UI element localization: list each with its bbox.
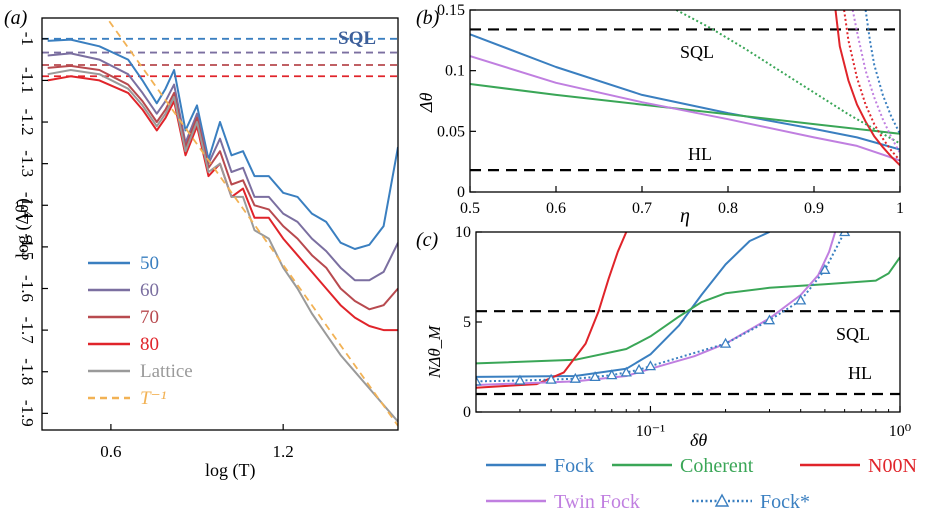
panel-c-series-fock: [476, 232, 770, 378]
panel-c-fockstar-marker: [633, 363, 645, 374]
panel-c-fockstar-marker: [514, 374, 526, 385]
panel-a-axes: 0.6 1.2 -1 -1.1 -1.2 -1.3 -1.4 -1.5 -1.6 -1.7 -1.8…: [18, 17, 399, 461]
panel-c-axes: 10⁻¹ 10⁰ 0 5 10: [455, 224, 911, 440]
panel-a-legend-label: Lattice: [140, 361, 193, 382]
panel-b-ytick-label: 0.1: [445, 63, 465, 80]
panel-c-fockstar-marker: [620, 366, 632, 377]
panel-c-fockstar-marker: [545, 373, 557, 384]
panel-a-xtick-label: 0.6: [100, 442, 121, 461]
panel-a-ytick-label: -1.4: [18, 192, 37, 219]
panel-c-fockstar-marker: [795, 294, 807, 305]
panel-a-frame: [41, 17, 399, 431]
panel-a-ytick-label: -1.6: [18, 275, 37, 302]
panel-a-legend-label: 80: [140, 334, 159, 355]
panel-b-sql-label: SQL: [680, 42, 714, 62]
bottom-legend-label: Fock: [554, 455, 594, 477]
panel-b-xlabel: η: [680, 205, 690, 227]
panel-b-series-n00n-dotted-: [843, 10, 900, 162]
panel-a-ytick-label: -1.1: [18, 67, 37, 94]
panel-b: 0.5 0.6 0.7 0.8 0.9 1 0 0.05 0.1 0.15 SQL HL η Δθ: [416, 2, 904, 227]
panel-a-legend: 50 60 70 80 Lattice T⁻¹: [88, 253, 193, 409]
panel-a-ytick-label: -1.7: [18, 317, 37, 344]
panel-a-legend-label: 70: [140, 307, 159, 328]
panel-c-series-fock-: [476, 232, 846, 383]
panel-a-ylabel: log (Δθ̄): [12, 198, 33, 258]
panel-b-xtick-label: 0.9: [804, 200, 824, 217]
panel-c-fockstar-marker: [606, 369, 618, 380]
panel-a-ytick-label: -1.2: [18, 109, 37, 136]
panel-b-series-n00n: [834, 10, 900, 167]
panel-c-frame: [475, 231, 901, 413]
panel-b-xtick-label: 1: [896, 200, 904, 217]
panel-a-legend-label: 50: [140, 253, 159, 274]
panel-a-ytick-label: -1.5: [18, 233, 37, 260]
bottom-legend-label: N00N: [868, 455, 917, 477]
panel-b-hl-label: HL: [688, 144, 712, 164]
panel-b-ytick-label: 0.15: [437, 2, 465, 19]
panel-b-series-coherent: [470, 83, 900, 135]
panel-c: 10⁻¹ 10⁰ 0 5 10 SQL HL δθ NΔθ_M: [425, 224, 911, 450]
panel-a-series-70: [47, 64, 398, 311]
panel-c-fockstar-marker: [763, 314, 776, 325]
panel-c-plot-area: [476, 232, 900, 396]
panel-c-series-n00n: [476, 232, 628, 389]
panel-a-legend-label: T⁻¹: [140, 388, 167, 409]
panel-a-ytick-label: -1.8: [18, 358, 37, 385]
bottom-legend-label: Twin Fock: [554, 491, 640, 513]
panel-b-series-twin-fock-dotted-: [851, 10, 900, 154]
panel-c-xlabel: δθ: [690, 430, 707, 450]
panel-c-fockstar-marker: [719, 337, 732, 348]
panel-c-fockstar-marker: [644, 360, 657, 371]
bottom-legend-marker: [714, 493, 730, 507]
panel-a-label: (a): [4, 7, 28, 29]
panel-c-fockstar-marker: [589, 371, 601, 382]
panel-c-ylabel: NΔθ_M: [425, 325, 444, 379]
panel-b-xtick-label: 0.6: [546, 200, 566, 217]
panel-b-series-fock-dotted-: [864, 10, 900, 135]
panel-c-ytick-label: 0: [463, 404, 471, 421]
panel-c-series-coherent: [476, 256, 900, 365]
panel-b-series-twin-fock: [470, 55, 900, 162]
panel-c-fockstar-marker: [819, 263, 831, 274]
panel-b-ytick-label: 0.05: [437, 123, 465, 140]
panel-a: 0.6 1.2 -1 -1.1 -1.2 -1.3 -1.4 -1.5 -1.6 -1.7 -1.8…: [12, 17, 399, 481]
panel-c-label: (c): [416, 229, 439, 251]
panel-c-sql-label: SQL: [836, 324, 870, 344]
bottom-legend-label: Coherent: [680, 455, 754, 477]
panel-c-hl-label: HL: [848, 363, 872, 383]
panel-c-ytick-label: 5: [463, 314, 471, 331]
panel-a-plot-area: [42, 18, 398, 427]
panel-b-series-coherent-dotted-: [675, 10, 900, 145]
panel-b-label: (b): [416, 7, 440, 29]
panel-b-ylabel: Δθ: [416, 92, 436, 113]
panel-a-series-60: [47, 52, 398, 282]
panel-c-fockstar-marker: [476, 375, 482, 386]
panel-c-fockstar-marker: [839, 232, 851, 237]
panel-b-ytick-label: 0: [457, 184, 465, 201]
panel-a-ytick-label: -1: [18, 32, 37, 46]
panel-c-fockstar-marker: [569, 372, 581, 383]
panel-b-xtick-label: 0.8: [718, 200, 738, 217]
panel-a-ytick-label: -1.9: [18, 400, 37, 427]
panel-a-legend-label: 60: [140, 280, 159, 301]
panel-b-plot-area: [470, 10, 900, 172]
panel-a-xlabel: log (T): [205, 460, 255, 481]
panel-c-xtick-label: 10⁻¹: [636, 423, 665, 440]
panel-c-xtick-label: 10⁰: [889, 423, 911, 440]
panel-b-frame: [469, 9, 901, 193]
panel-a-sql-annotation: SQL: [338, 28, 376, 49]
bottom-legend-label: Fock*: [760, 491, 810, 513]
panel-a-xtick-label: 1.2: [273, 442, 294, 461]
panel-b-series-fock: [470, 33, 900, 151]
panel-a-series-50: [47, 38, 398, 250]
panel-a-series-lattice: [47, 69, 398, 423]
panel-a-series-t-: [105, 18, 398, 427]
panel-a-ytick-label: -1.3: [18, 150, 37, 177]
panel-b-axes: 0.5 0.6 0.7 0.8 0.9 1 0 0.05 0.1 0.15: [437, 2, 904, 217]
panel-c-ytick-label: 10: [455, 224, 471, 241]
bottom-legend: Fock Coherent N00N Twin Fock Fock*: [486, 455, 917, 513]
panel-b-xtick-label: 0.7: [632, 200, 652, 217]
panel-b-xtick-label: 0.5: [460, 200, 480, 217]
